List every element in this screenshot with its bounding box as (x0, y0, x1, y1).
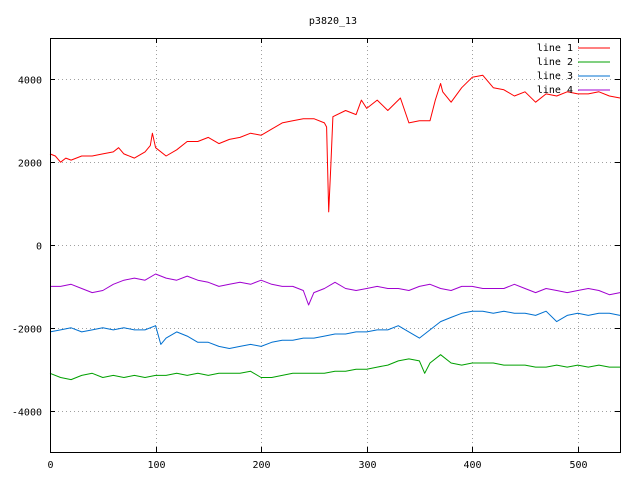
x-tick-label: 100 (147, 460, 165, 471)
x-tick-label: 300 (358, 460, 376, 471)
series-line-3 (49, 310, 621, 349)
series-group (49, 74, 621, 381)
x-tick-label: 200 (252, 460, 270, 471)
y-tick-label: 0 (36, 242, 42, 253)
series-line-4 (50, 273, 621, 306)
chart-title: p3820_13 (309, 16, 357, 27)
legend-label-line-4: line 4 (537, 85, 573, 96)
y-tick-label: -4000 (12, 408, 42, 419)
y-tick-label: 4000 (18, 76, 42, 87)
y-tick-label: -2000 (12, 325, 42, 336)
grid (50, 38, 620, 452)
axis-ticks: 0 100 200 300 400 500 -4000 -2000 0 2000 4000 (12, 38, 620, 471)
x-tick-label: 400 (463, 460, 481, 471)
legend: line 1 line 2 line 3 line 4 (537, 43, 610, 96)
legend-label-line-3: line 3 (537, 71, 573, 82)
x-tick-label: 0 (47, 460, 53, 471)
series-line-2 (49, 354, 620, 381)
x-tick-label: 500 (569, 460, 587, 471)
y-tick-label: 2000 (18, 159, 42, 170)
legend-label-line-2: line 2 (537, 57, 573, 68)
series-line-1 (49, 74, 621, 213)
legend-label-line-1: line 1 (537, 43, 573, 54)
